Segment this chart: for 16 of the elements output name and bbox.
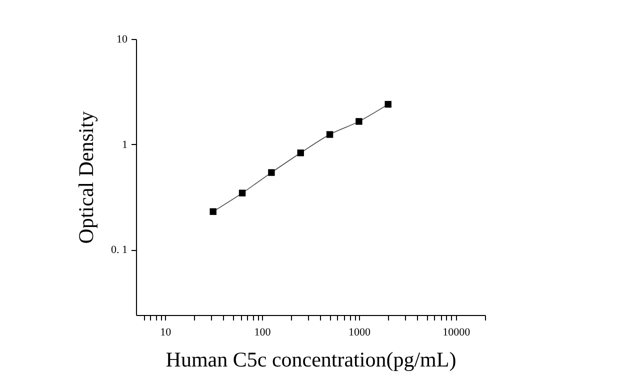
- point: [210, 208, 216, 215]
- point: [356, 118, 362, 125]
- x-axis-title: Human C5c concentration(pg/mL): [166, 348, 456, 372]
- x-tick-label: 10: [160, 326, 172, 338]
- point: [268, 169, 275, 176]
- point: [384, 100, 392, 108]
- point: [238, 190, 246, 196]
- x-tick-label: 100: [254, 326, 272, 338]
- y-tick-label: 10: [116, 34, 128, 46]
- y-tick-label: 0. 1: [111, 244, 128, 256]
- y-tick-label: 1: [122, 138, 128, 151]
- x-tick-label: 1000: [348, 326, 371, 338]
- point: [297, 150, 304, 156]
- x-tick-label: 10000: [442, 326, 471, 338]
- y-axis-title: Optical Density: [74, 110, 98, 244]
- point: [326, 131, 334, 138]
